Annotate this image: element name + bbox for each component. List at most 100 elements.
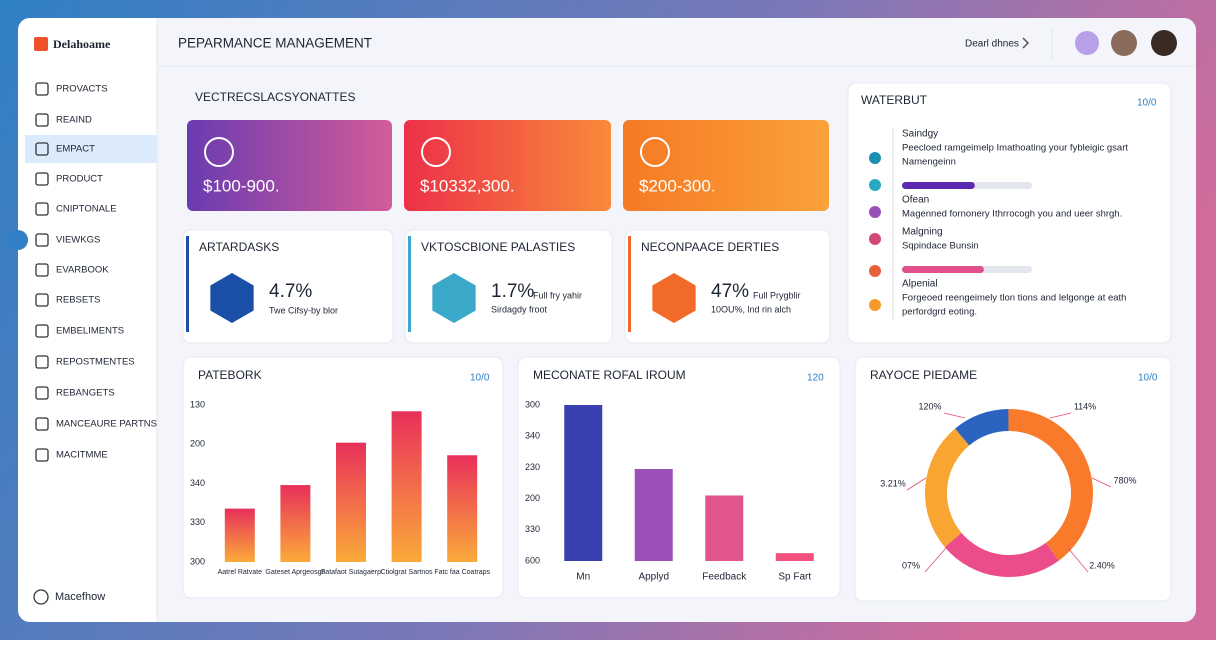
nav-item: EMBELIMENTS (56, 326, 124, 337)
progress-bar (902, 266, 984, 273)
callout-label: 120% (918, 401, 941, 411)
callout-line (906, 477, 927, 491)
x-tick-label: Fatc faa Coatraps (434, 569, 490, 576)
y-axis-label: 600 (525, 555, 540, 565)
y-axis-label: 340 (190, 478, 205, 488)
section-title: VECTRECSLACSYONATTES (195, 90, 355, 104)
bar (391, 411, 422, 562)
y-axis-label: 300 (525, 399, 540, 409)
user-name: Dearl dhnes (965, 39, 1019, 50)
bar (336, 442, 366, 562)
donut-segment (925, 428, 970, 547)
y-axis-label: 200 (190, 439, 205, 449)
bar (705, 495, 744, 561)
summary-value: $200-300. (639, 176, 716, 195)
x-tick-label: Applyd (638, 572, 669, 583)
panel-icon (869, 152, 881, 164)
panel-item-title: Ofean (902, 195, 929, 206)
nav-item: MACITMME (56, 450, 108, 461)
avatar[interactable] (1075, 31, 1099, 55)
panel-item-line: Sqpindace Bunsin (902, 241, 979, 252)
nav-icon (35, 355, 49, 369)
nav-icon (35, 448, 49, 462)
nav-icon (35, 172, 49, 186)
header-title: PEPARMANCE MANAGEMENT (178, 36, 372, 51)
panel-title: WATERBUT (861, 93, 928, 107)
kpi-accent (186, 236, 189, 332)
panel-item-line: perfordgrd eoting. (902, 307, 977, 318)
kpi-title: NECONPAACE DERTIES (641, 240, 779, 254)
chart-title: RAYOCE PIEDAME (870, 368, 977, 382)
callout-label: 2.40% (1089, 560, 1115, 570)
kpi-note: Twe Cifsy-by blor (269, 305, 338, 315)
kpi-accent (628, 236, 631, 332)
nav-item: REBSETS (56, 295, 100, 306)
chart-badge: 10/0 (1138, 373, 1158, 384)
bar (564, 405, 603, 561)
nav-item: EVARBOOK (56, 265, 109, 276)
nav-item: VIEWKGS (56, 235, 100, 246)
chevron[interactable] (1022, 37, 1030, 49)
nav-icon (35, 202, 49, 216)
x-tick-label: Sp Fart (778, 572, 811, 583)
x-tick-label: Gateset Aprgeosgo (265, 569, 325, 576)
panel (847, 82, 1172, 344)
summary-card (187, 120, 392, 211)
panel-item-line: Namengeinn (902, 157, 956, 168)
nav-item: CNIPTONALE (56, 204, 117, 215)
logo-icon (34, 37, 48, 51)
panel-icon (869, 299, 881, 311)
nav-icon (35, 324, 49, 338)
summary-card (623, 120, 829, 211)
sidebar-handle[interactable] (8, 230, 28, 250)
nav-icon (35, 142, 49, 156)
nav-icon (35, 233, 49, 247)
kpi-title: ARTARDASKS (199, 240, 279, 254)
y-axis-label: 130 (190, 399, 205, 409)
kpi-note: Full Prygblir (753, 290, 801, 300)
panel-icon (869, 265, 881, 277)
sidebar-footer: Macefhow (55, 591, 105, 603)
sidebar (18, 18, 157, 622)
summary-icon (640, 137, 670, 167)
kpi-title: VKTOSCBIONE PALASTIES (421, 240, 575, 254)
avatar[interactable] (1111, 30, 1137, 56)
kpi-note: Full fry yahir (533, 290, 582, 300)
callout-label: 07% (902, 560, 920, 570)
x-tick-label: Ctiolgrat Sartnos (381, 569, 434, 576)
chart-badge: 120 (807, 373, 824, 384)
bar (775, 553, 814, 561)
avatar[interactable] (1151, 30, 1177, 56)
chart-title: MECONATE ROFAL IROUM (533, 368, 686, 382)
nav-item: REAIND (56, 115, 92, 126)
kpi-value: 4.7% (269, 281, 312, 302)
chart-card (854, 356, 1172, 602)
panel-icon (869, 179, 881, 191)
nav-item: MANCEAURE PARTNS (56, 419, 157, 430)
callout-line (924, 547, 947, 573)
kpi-note: 10OU%, lnd rin alch (711, 304, 791, 314)
nav-item: PROVACTS (56, 84, 108, 95)
y-axis-label: 330 (190, 517, 205, 527)
donut-segment (955, 409, 1009, 446)
kpi-note: Sirdagdy froot (491, 304, 548, 314)
panel-item-title: Alpenial (902, 279, 938, 290)
callout-label: 114% (1074, 401, 1096, 411)
donut-segment (944, 532, 1059, 577)
bar (224, 508, 255, 562)
y-axis-label: 200 (525, 493, 540, 503)
nav-icon (35, 113, 49, 127)
callout-line (943, 412, 966, 419)
nav-icon (35, 82, 49, 96)
nav-item: PRODUCT (56, 174, 103, 185)
panel-icon (869, 206, 881, 218)
y-axis-label: 300 (190, 556, 205, 566)
y-axis-label: 340 (525, 431, 540, 441)
summary-icon (421, 137, 451, 167)
kpi-icon (652, 273, 696, 323)
callout-label: 3.21% (880, 478, 906, 488)
kpi-accent (408, 236, 411, 332)
kpi-icon (210, 273, 254, 323)
logo: Delahoame (53, 37, 111, 51)
